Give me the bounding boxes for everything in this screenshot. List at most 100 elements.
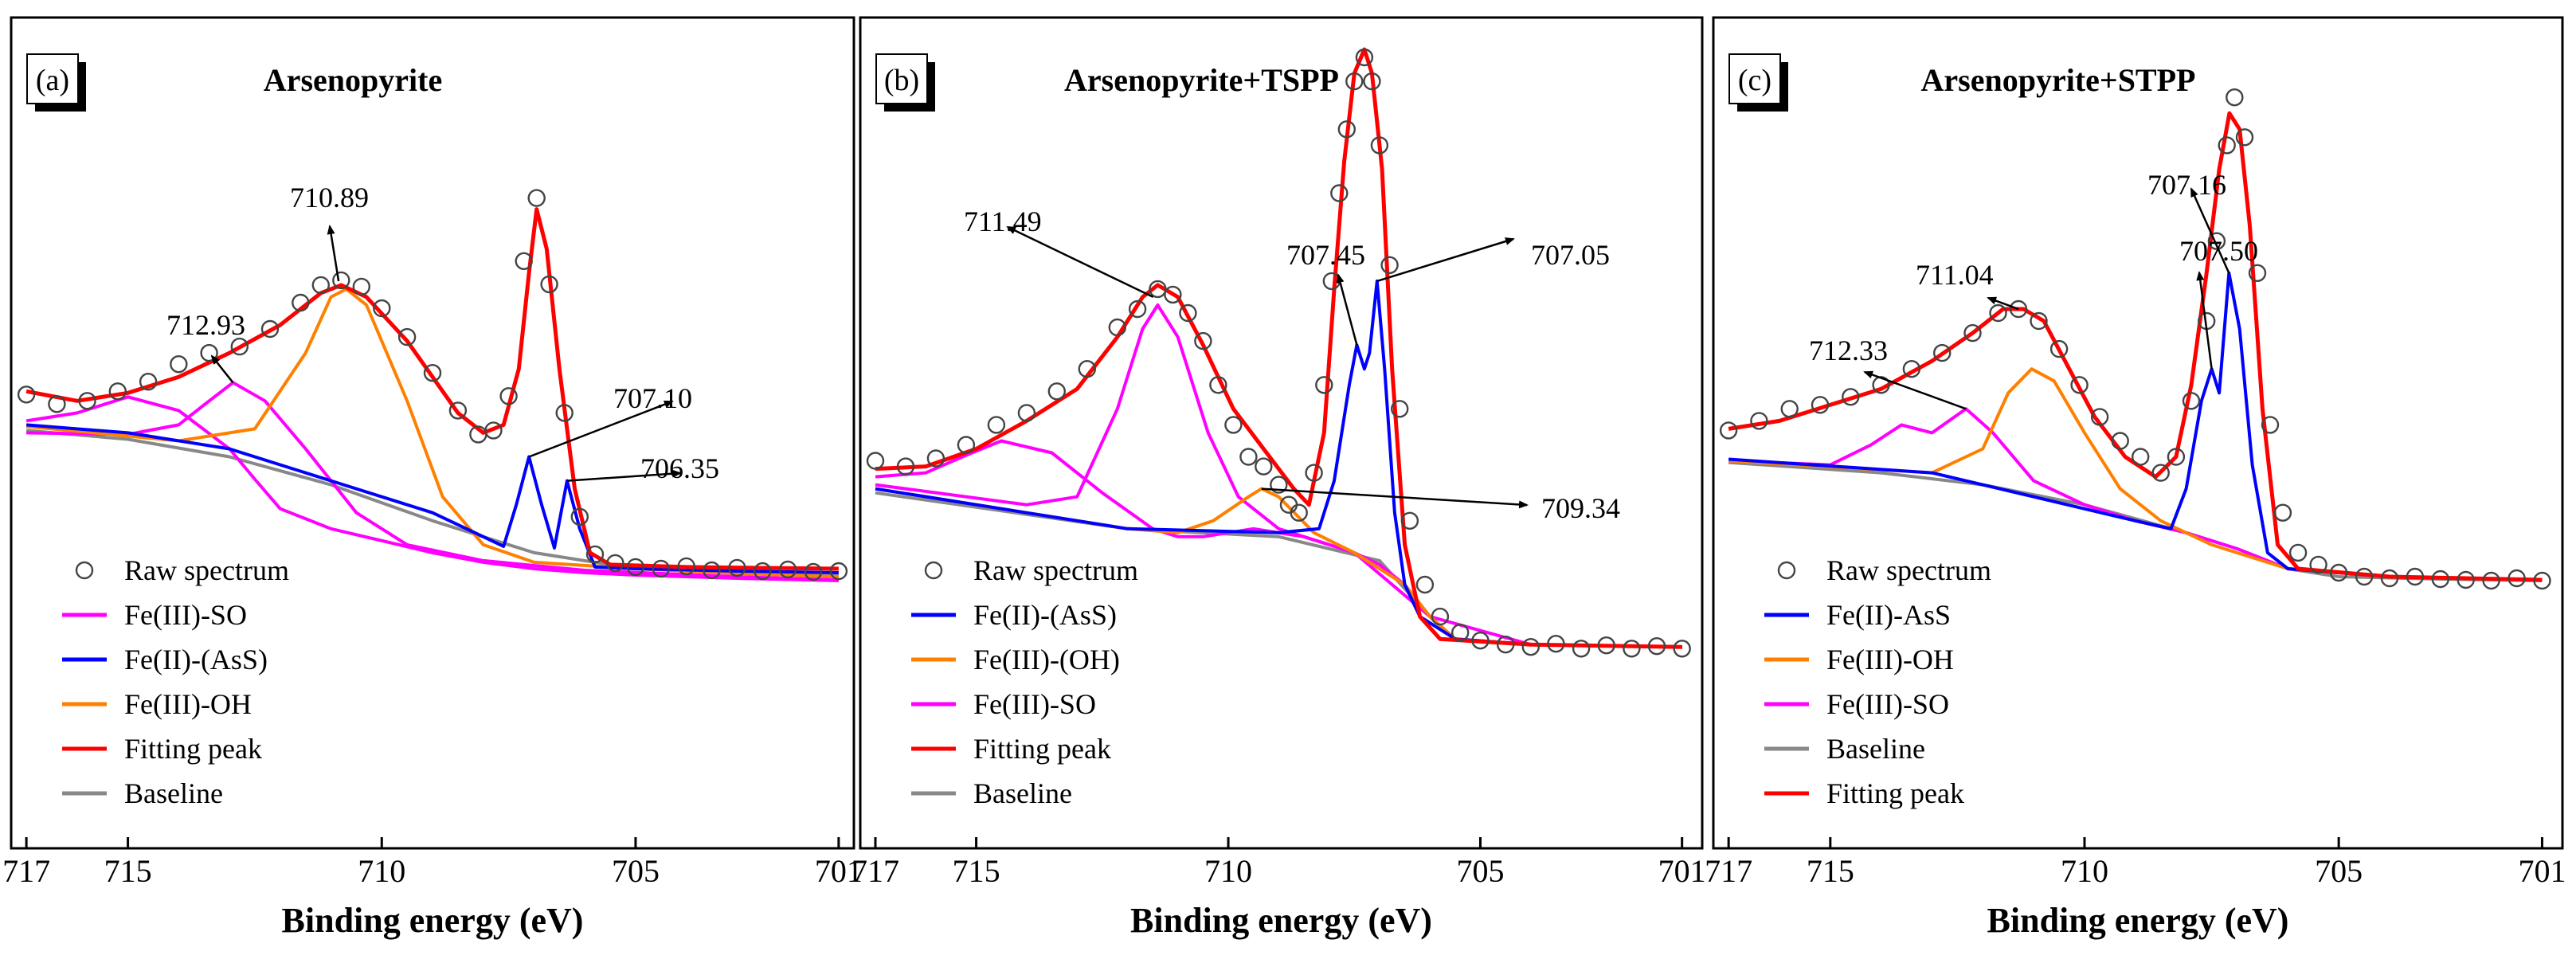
- raw-data-point: [2273, 503, 2292, 522]
- raw-data-point: [754, 562, 772, 581]
- annotation-arrow: [1863, 370, 1967, 410]
- curve-fitting-peak: [25, 207, 839, 571]
- annotation-label: 706.35: [640, 452, 719, 484]
- raw-data-point: [108, 382, 127, 401]
- raw-data-point: [1108, 318, 1126, 337]
- legend-entry: Fe(III)-SO: [124, 599, 247, 631]
- annotation-arrow: [2190, 187, 2230, 274]
- raw-data-point: [703, 561, 721, 580]
- raw-data-point: [170, 355, 188, 374]
- legend-marker-raw: [75, 561, 94, 580]
- panel-title: Arsenopyrite+TSPP: [1064, 62, 1339, 98]
- raw-data-point: [1400, 511, 1419, 530]
- raw-data-point: [373, 299, 391, 318]
- raw-data-point: [2329, 563, 2348, 582]
- annotation-label: 711.04: [1916, 259, 1994, 291]
- legend-entry: Raw spectrum: [124, 554, 289, 586]
- raw-data-point: [1547, 635, 1565, 653]
- x-tick-label: 715: [104, 853, 152, 889]
- annotation-label: 707.45: [1286, 239, 1365, 271]
- raw-data-point: [2288, 543, 2308, 562]
- x-tick-label: 717: [1705, 853, 1752, 889]
- raw-data-point: [1391, 400, 1409, 418]
- raw-data-point: [527, 189, 546, 207]
- annotation-arrow: [1006, 225, 1154, 299]
- raw-data-point: [1719, 421, 1738, 440]
- raw-data-point: [1963, 323, 1982, 343]
- annotation-arrow: [1261, 487, 1529, 509]
- annotation-arrow: [528, 400, 674, 458]
- raw-data-point: [2049, 339, 2069, 358]
- raw-data-point: [1647, 637, 1666, 656]
- raw-data-point: [1572, 640, 1591, 658]
- legend-entry: Fitting peak: [1826, 777, 1964, 809]
- annotation-arrow: [210, 354, 234, 384]
- panel-c: 717 715 710 705 701 Binding energy (eV) Arseno…: [1705, 16, 2566, 940]
- x-tick-label: 710: [2061, 853, 2108, 889]
- raw-data-point: [2070, 376, 2089, 394]
- raw-data-point: [1047, 382, 1067, 401]
- raw-data-point: [311, 276, 330, 295]
- raw-data-point: [1355, 48, 1374, 67]
- raw-data-point: [1078, 360, 1096, 378]
- raw-data-point: [2261, 416, 2280, 434]
- raw-data-point: [2090, 408, 2109, 426]
- raw-data-point: [896, 457, 915, 476]
- raw-data-point: [1623, 640, 1641, 658]
- x-tick-label: 715: [1807, 853, 1854, 889]
- legend-entry: Raw spectrum: [1826, 554, 1991, 586]
- raw-data-point: [499, 387, 518, 405]
- legend-entry: Fe(III)-OH: [124, 688, 252, 720]
- panel-letter-box: [875, 53, 928, 104]
- curve-fe-iii-so: [25, 395, 839, 582]
- annotation-label: 712.33: [1809, 335, 1888, 366]
- raw-data-point: [2431, 570, 2449, 589]
- raw-data-point: [606, 554, 624, 573]
- raw-data-point: [2207, 232, 2226, 250]
- raw-data-point: [829, 562, 848, 581]
- curve-fe-ii-ass: [1728, 271, 2543, 581]
- raw-data-point: [1194, 331, 1212, 350]
- raw-data-point: [292, 293, 310, 312]
- raw-data-point: [1933, 343, 1952, 362]
- raw-data-point: [866, 452, 885, 470]
- legend-entry: Fe(II)-(AsS): [124, 644, 268, 675]
- panel-letter-box: [1728, 53, 1781, 104]
- panel-title: Arsenopyrite+STPP: [1921, 62, 2196, 98]
- raw-data-point: [2235, 128, 2254, 147]
- raw-data-point: [1842, 388, 1860, 406]
- annotation-arrow: [566, 469, 682, 482]
- raw-data-point: [2151, 464, 2170, 482]
- raw-data-point: [2248, 264, 2267, 282]
- legend-marker-raw: [924, 561, 943, 580]
- raw-data-point: [626, 558, 645, 577]
- x-tick-label: 705: [2315, 853, 2363, 889]
- raw-data-point: [1597, 636, 1615, 655]
- x-tick-label: 717: [851, 853, 899, 889]
- raw-data-point: [1149, 280, 1167, 299]
- raw-data-point: [2507, 569, 2526, 588]
- x-tick-label: 705: [612, 853, 660, 889]
- annotation-arrow: [1376, 237, 1515, 283]
- curve-fe-ii-ass: [875, 279, 1682, 649]
- raw-data-point: [2218, 136, 2236, 155]
- raw-data-point: [728, 558, 746, 577]
- legend-entry: Fitting peak: [973, 733, 1111, 765]
- x-axis-title: Binding energy (eV): [1130, 901, 1432, 940]
- annotation-label: 711.49: [964, 206, 1042, 237]
- legend-entry: Fe(III)-OH: [1826, 644, 1954, 675]
- x-axis-title: Binding energy (eV): [282, 901, 584, 940]
- x-tick-label: 710: [1204, 853, 1252, 889]
- raw-data-point: [2533, 571, 2551, 590]
- raw-data-point: [804, 562, 823, 581]
- legend-entry: Baseline: [973, 777, 1072, 809]
- curve-fitting-peak: [875, 47, 1682, 649]
- annotation-label: 707.16: [2147, 169, 2226, 201]
- raw-data-point: [1989, 303, 2007, 323]
- panel-letter: (c): [1738, 64, 1771, 97]
- raw-data-point: [1370, 136, 1389, 155]
- legend-entry: Raw spectrum: [973, 554, 1138, 586]
- raw-data-point: [230, 337, 249, 356]
- annotation-arrow: [1987, 296, 2019, 311]
- raw-data-point: [1255, 457, 1273, 476]
